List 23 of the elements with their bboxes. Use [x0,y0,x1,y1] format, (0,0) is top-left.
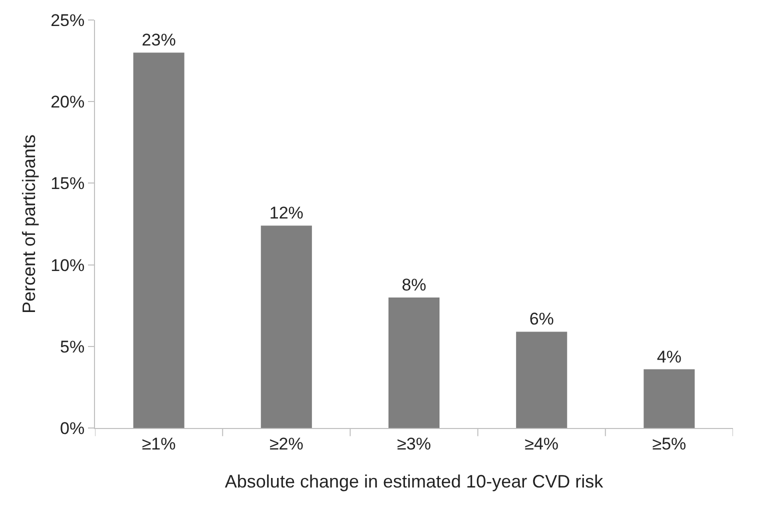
y-tick-label: 10% [50,256,85,275]
bar [260,226,312,428]
bar [516,332,568,428]
data-label: 23% [142,30,176,50]
bar [133,52,184,428]
data-label: 6% [529,310,554,329]
y-tick-label: 15% [50,174,85,194]
bar [388,297,440,428]
x-tick-label: ≥1% [142,434,176,454]
x-tick-label: ≥5% [652,434,686,454]
data-label: 12% [269,204,304,223]
y-tick-label: 0% [60,418,85,438]
x-axis-title: Absolute change in estimated 10-year CVD risk [224,472,604,492]
x-tick-label: ≥3% [397,434,431,454]
x-tick-label: ≥2% [269,434,304,454]
bar [644,369,695,428]
y-tick-label: 5% [60,337,85,356]
y-tick-label: 20% [50,92,85,112]
x-tick-label: ≥4% [524,434,559,454]
y-axis-title: Percent of participants [18,134,39,314]
y-tick-label: 25% [50,10,85,30]
data-label: 8% [402,275,426,294]
data-label: 4% [656,347,682,366]
